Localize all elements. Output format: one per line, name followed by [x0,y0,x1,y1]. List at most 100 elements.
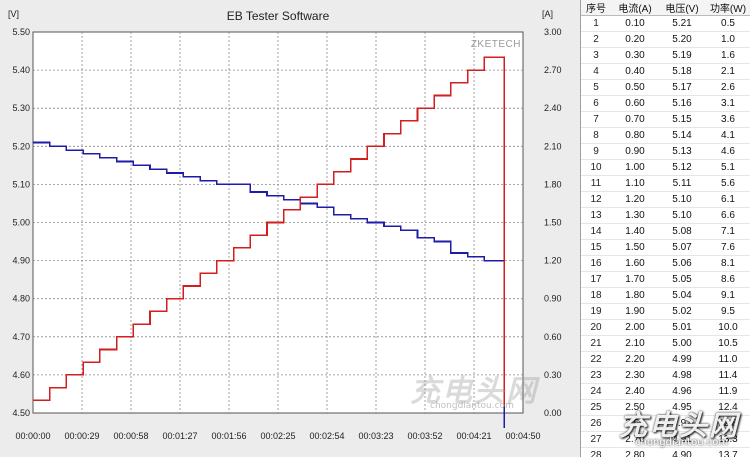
left-tick-label: 5.10 [12,179,30,189]
left-tick-label: 5.30 [12,103,30,113]
left-axis-unit: [V] [8,9,19,19]
table-cell: 23 [581,367,611,384]
table-cell: 0.50 [611,79,659,96]
table-row[interactable]: 13 1.30 5.10 6.6 [581,207,750,224]
table-cell: 8.1 [705,255,750,272]
data-table: 序号 电流(A) 电压(V) 功率(W) 1 0.10 5.21 0.5 2 0.20 5.20 1… [581,0,750,457]
x-tick-label: 00:01:56 [211,431,246,441]
plot-watermark: ZKETECH [471,39,521,50]
table-row[interactable]: 19 1.90 5.02 9.5 [581,303,750,320]
table-cell: 5.04 [659,287,705,304]
table-cell: 15 [581,239,611,256]
table-row[interactable]: 14 1.40 5.08 7.1 [581,223,750,240]
right-axis-unit: [A] [542,9,553,19]
table-cell: 3 [581,47,611,64]
table-row[interactable]: 3 0.30 5.19 1.6 [581,47,750,64]
table-row[interactable]: 28 2.80 4.90 13.7 [581,447,750,457]
column-header[interactable]: 功率(W) [705,0,750,16]
table-cell: 2 [581,31,611,48]
table-header-row: 序号 电流(A) 电压(V) 功率(W) [581,0,750,16]
table-row[interactable]: 8 0.80 5.14 4.1 [581,127,750,144]
table-cell: 1.20 [611,191,659,208]
table-cell: 0.10 [611,15,659,32]
table-cell: 10.0 [705,319,750,336]
left-tick-label: 5.50 [12,27,30,37]
table-row[interactable]: 12 1.20 5.10 6.1 [581,191,750,208]
table-row[interactable]: 5 0.50 5.17 2.6 [581,79,750,96]
table-row[interactable]: 18 1.80 5.04 9.1 [581,287,750,304]
table-row[interactable]: 25 2.50 4.95 12.4 [581,399,750,416]
table-cell: 2.20 [611,351,659,368]
column-header[interactable]: 序号 [581,0,611,16]
table-cell: 4.6 [705,143,750,160]
table-row[interactable]: 2 0.20 5.20 1.0 [581,31,750,48]
table-cell: 18 [581,287,611,304]
table-cell: 9.5 [705,303,750,320]
chart-title: EB Tester Software [227,9,330,23]
right-tick-label: 1.80 [544,179,562,189]
table-row[interactable]: 15 1.50 5.07 7.6 [581,239,750,256]
column-header[interactable]: 电流(A) [611,0,659,16]
table-cell: 1.6 [705,47,750,64]
table-cell: 5.13 [659,143,705,160]
table-cell: 5.02 [659,303,705,320]
x-tick-label: 00:03:23 [358,431,393,441]
table-cell: 13.7 [705,447,750,457]
table-row[interactable]: 6 0.60 5.16 3.1 [581,95,750,112]
column-header[interactable]: 电压(V) [659,0,705,16]
data-table-panel[interactable]: 序号 电流(A) 电压(V) 功率(W) 1 0.10 5.21 0.5 2 0.20 5.20 1… [580,0,750,457]
right-tick-label: 0.00 [544,408,562,418]
table-cell: 5.08 [659,223,705,240]
table-row[interactable]: 11 1.10 5.11 5.6 [581,175,750,192]
right-tick-label: 0.60 [544,332,562,342]
left-tick-label: 5.00 [12,218,30,228]
table-cell: 5.05 [659,271,705,288]
table-cell: 0.20 [611,31,659,48]
x-tick-label: 00:00:00 [15,431,50,441]
table-cell: 5.17 [659,79,705,96]
table-row[interactable]: 17 1.70 5.05 8.6 [581,271,750,288]
table-cell: 1.00 [611,159,659,176]
table-row[interactable]: 24 2.40 4.96 11.9 [581,383,750,400]
table-row[interactable]: 1 0.10 5.21 0.5 [581,15,750,32]
table-row[interactable]: 7 0.70 5.15 3.6 [581,111,750,128]
table-cell: 27 [581,431,611,448]
table-row[interactable]: 16 1.60 5.06 8.1 [581,255,750,272]
table-cell: 0.60 [611,95,659,112]
table-cell: 5.07 [659,239,705,256]
table-cell: 13 [581,207,611,224]
table-cell: 0.5 [705,15,750,32]
table-row[interactable]: 10 1.00 5.12 5.1 [581,159,750,176]
table-cell: 1.0 [705,31,750,48]
table-cell: 5.21 [659,15,705,32]
table-cell: 19 [581,303,611,320]
table-cell: 24 [581,383,611,400]
table-cell: 4.98 [659,367,705,384]
table-cell: 1.70 [611,271,659,288]
table-row[interactable]: 4 0.40 5.18 2.1 [581,63,750,80]
table-cell: 25 [581,399,611,416]
table-row[interactable]: 21 2.10 5.00 10.5 [581,335,750,352]
table-cell: 4.90 [659,447,705,457]
table-row[interactable]: 26 2.60 4.92 12.8 [581,415,750,432]
left-tick-label: 5.40 [12,65,30,75]
right-tick-label: 3.00 [544,27,562,37]
table-cell: 11.9 [705,383,750,400]
table-cell: 2.80 [611,447,659,457]
table-cell: 16 [581,255,611,272]
table-row[interactable]: 27 2.70 4.91 13.3 [581,431,750,448]
x-tick-label: 00:04:21 [456,431,491,441]
table-cell: 2.1 [705,63,750,80]
table-row[interactable]: 20 2.00 5.01 10.0 [581,319,750,336]
left-tick-label: 4.80 [12,294,30,304]
table-cell: 1.40 [611,223,659,240]
table-cell: 1.60 [611,255,659,272]
table-row[interactable]: 22 2.20 4.99 11.0 [581,351,750,368]
table-cell: 10.5 [705,335,750,352]
table-row[interactable]: 9 0.90 5.13 4.6 [581,143,750,160]
table-cell: 7.6 [705,239,750,256]
table-row[interactable]: 23 2.30 4.98 11.4 [581,367,750,384]
table-cell: 4.99 [659,351,705,368]
table-cell: 2.10 [611,335,659,352]
table-cell: 5.16 [659,95,705,112]
